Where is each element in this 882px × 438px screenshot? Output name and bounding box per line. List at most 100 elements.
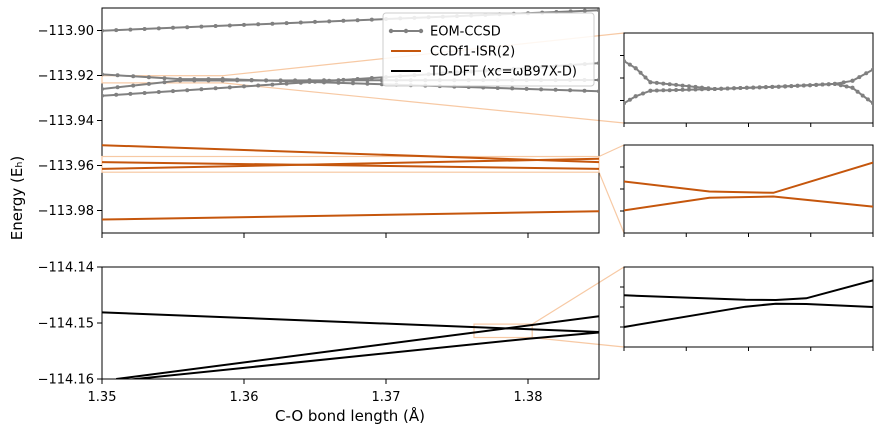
series-marker <box>687 87 691 92</box>
series-marker <box>227 23 232 28</box>
series-marker <box>185 88 190 93</box>
series-marker <box>142 27 147 31</box>
series-marker <box>178 77 183 82</box>
x-tick-label: 1.38 <box>514 390 543 405</box>
series-line <box>102 157 599 170</box>
series-marker <box>114 92 119 97</box>
series-marker <box>751 85 756 90</box>
series-marker <box>242 84 246 89</box>
series-marker <box>795 83 800 88</box>
y-tick-label: −114.14 <box>38 261 94 276</box>
series-marker <box>808 83 812 88</box>
series-marker <box>641 91 645 96</box>
series-marker <box>857 75 862 80</box>
series-marker <box>757 85 762 90</box>
series-marker <box>789 84 794 89</box>
x-tick-label: 1.37 <box>372 390 401 405</box>
series-marker <box>495 86 500 90</box>
legend-marker <box>418 28 424 34</box>
series-marker <box>841 80 846 85</box>
series-marker <box>687 84 691 89</box>
series-marker <box>597 8 599 13</box>
series-marker <box>327 19 332 24</box>
y-tick-label: −113.90 <box>38 24 94 39</box>
series-marker <box>597 89 599 94</box>
legend-marker <box>388 28 394 34</box>
series-marker <box>270 82 275 87</box>
series-marker <box>365 78 370 83</box>
series-marker <box>131 83 136 88</box>
series-marker <box>597 78 599 82</box>
series-marker <box>582 88 587 93</box>
series-line <box>125 331 599 379</box>
series-marker <box>582 8 587 13</box>
series-marker <box>213 86 218 91</box>
series-marker <box>568 9 573 14</box>
y-axis-label: Energy (Eₕ) <box>8 156 26 241</box>
series-marker <box>256 22 261 27</box>
series-marker <box>102 93 104 98</box>
series-marker <box>643 75 648 80</box>
series-marker <box>865 97 870 102</box>
y-tick-label: −114.15 <box>38 317 94 332</box>
series-marker <box>633 94 638 99</box>
series-marker <box>568 88 573 93</box>
series-marker <box>278 79 283 83</box>
series-marker <box>553 87 558 92</box>
inset-eom-series <box>624 59 873 106</box>
zoom-source-box <box>101 155 600 173</box>
series-line <box>102 311 599 333</box>
series-line <box>116 315 599 379</box>
legend-box <box>382 12 595 87</box>
series-marker <box>102 28 104 33</box>
inset-ccd-series <box>624 161 873 212</box>
series-marker <box>156 26 161 31</box>
series-marker <box>256 83 261 88</box>
zoom-source-box <box>473 323 533 339</box>
x-tick-label: 1.35 <box>88 390 117 405</box>
series-marker <box>307 79 312 84</box>
legend: EOM-CCSD CCDf1-ISR(2) TD-DFT (xc=ωB97X-D) <box>382 12 595 87</box>
series-marker <box>114 28 119 33</box>
series-marker <box>661 81 666 86</box>
series-marker <box>801 83 806 88</box>
series-marker <box>667 88 672 93</box>
series-marker <box>220 77 225 82</box>
legend-marker <box>403 28 409 34</box>
series-marker <box>131 74 136 79</box>
series-line <box>102 161 599 170</box>
series-marker <box>369 76 374 80</box>
y-tick-label: −113.96 <box>38 159 94 174</box>
series-marker <box>171 89 175 94</box>
series-marker <box>654 88 659 93</box>
series-marker <box>102 87 104 91</box>
axis-ticks: −113.90 −113.92 −113.94 −113.96 −113.98 −114.… <box>38 24 874 405</box>
series-marker <box>322 80 326 85</box>
series-marker <box>146 75 151 80</box>
series-marker <box>725 86 730 91</box>
x-axis-label: C-O bond length (Å) <box>275 406 425 425</box>
series-line <box>624 279 873 302</box>
series-marker <box>738 86 743 90</box>
series-line <box>624 60 873 105</box>
series-marker <box>102 72 104 77</box>
series-marker <box>850 85 855 90</box>
series-marker <box>365 81 370 86</box>
series-marker <box>706 86 711 91</box>
series-marker <box>156 90 161 94</box>
series-marker <box>128 27 133 32</box>
series-marker <box>826 82 831 87</box>
series-marker <box>763 85 768 90</box>
series-line <box>102 144 599 164</box>
series-marker <box>199 24 204 29</box>
series-marker <box>524 86 529 91</box>
series-marker <box>850 78 855 83</box>
series-marker <box>732 86 736 91</box>
zoom-connector <box>532 337 625 348</box>
series-marker <box>627 97 632 102</box>
y-tick-label: −113.98 <box>38 204 94 219</box>
series-line <box>624 161 873 194</box>
inset-tddft-series <box>624 279 873 328</box>
series-marker <box>832 81 837 86</box>
